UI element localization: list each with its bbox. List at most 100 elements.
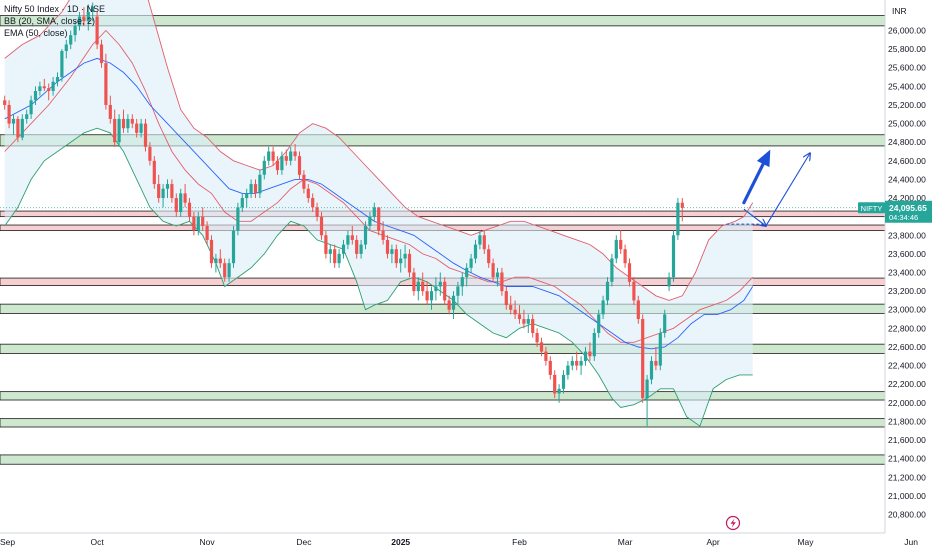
zone-green-5[interactable] — [0, 303, 885, 314]
candle[interactable] — [99, 39, 104, 68]
zone-green-9[interactable] — [0, 454, 885, 465]
candle[interactable] — [350, 225, 354, 245]
candle[interactable] — [500, 267, 504, 296]
candle[interactable] — [570, 356, 574, 371]
candle[interactable] — [271, 146, 275, 166]
candle[interactable] — [341, 239, 346, 259]
candle[interactable] — [284, 149, 288, 166]
candle[interactable] — [306, 184, 310, 203]
candle[interactable] — [240, 193, 244, 212]
candle[interactable] — [676, 198, 680, 240]
candle[interactable] — [403, 244, 407, 268]
candle[interactable] — [135, 118, 139, 138]
candle[interactable] — [636, 295, 640, 324]
candle[interactable] — [469, 253, 473, 273]
candle[interactable] — [478, 230, 482, 250]
candle[interactable] — [667, 272, 671, 292]
candle[interactable] — [38, 81, 42, 96]
bold-up-arrow-head[interactable] — [756, 149, 771, 168]
candle[interactable] — [64, 39, 68, 59]
candle[interactable] — [293, 144, 297, 161]
bb-basis-line[interactable] — [4, 29, 754, 343]
zone-green-0[interactable] — [0, 15, 885, 27]
candle[interactable] — [619, 230, 623, 254]
candle[interactable] — [346, 230, 350, 250]
candle[interactable] — [113, 109, 117, 147]
candle[interactable] — [55, 72, 60, 87]
ema-line[interactable] — [4, 57, 754, 350]
candle[interactable] — [86, 4, 90, 31]
drawings-layer[interactable] — [726, 149, 810, 226]
candle[interactable] — [588, 342, 592, 361]
candle[interactable] — [249, 179, 253, 199]
candle[interactable] — [311, 193, 315, 212]
candle[interactable] — [289, 146, 293, 166]
candle[interactable] — [438, 272, 442, 296]
candle[interactable] — [531, 314, 535, 338]
candle[interactable] — [465, 263, 469, 287]
replay-icon[interactable] — [725, 515, 741, 531]
candle[interactable] — [597, 309, 601, 338]
candle[interactable] — [649, 356, 654, 385]
candle[interactable] — [509, 295, 513, 315]
candle[interactable] — [671, 230, 676, 282]
candle[interactable] — [579, 356, 583, 375]
candle[interactable] — [632, 277, 636, 306]
candle[interactable] — [42, 78, 46, 91]
candle[interactable] — [214, 253, 218, 273]
candle[interactable] — [328, 244, 332, 264]
candle[interactable] — [566, 360, 570, 380]
candle[interactable] — [236, 202, 240, 236]
candle[interactable] — [3, 95, 7, 110]
candle[interactable] — [583, 346, 588, 366]
candle[interactable] — [152, 156, 156, 189]
candle[interactable] — [495, 267, 500, 287]
candle[interactable] — [473, 239, 478, 264]
candle[interactable] — [487, 244, 491, 268]
candle[interactable] — [187, 198, 192, 222]
zone-green-8[interactable] — [0, 418, 885, 428]
candle[interactable] — [645, 374, 649, 427]
candle[interactable] — [416, 277, 420, 301]
candle[interactable] — [117, 114, 121, 147]
candle[interactable] — [443, 277, 447, 306]
candle[interactable] — [29, 95, 33, 119]
candle[interactable] — [319, 212, 324, 240]
candle[interactable] — [513, 300, 517, 320]
candle[interactable] — [262, 156, 266, 180]
candle[interactable] — [280, 151, 284, 175]
candle[interactable] — [126, 114, 130, 133]
candle[interactable] — [601, 295, 605, 320]
candle[interactable] — [522, 309, 526, 329]
candle[interactable] — [654, 346, 658, 371]
candle[interactable] — [399, 249, 403, 273]
candle[interactable] — [610, 253, 614, 287]
candle[interactable] — [575, 351, 579, 371]
price-axis[interactable]: INR 20,800.00 21,000.00 21,200.00 21,400.00… — [884, 0, 932, 533]
candle[interactable] — [623, 244, 627, 268]
candle[interactable] — [218, 249, 222, 268]
candle[interactable] — [275, 156, 280, 175]
candle[interactable] — [161, 184, 165, 208]
candle[interactable] — [491, 258, 495, 282]
bold-up-arrow-shaft[interactable] — [742, 162, 765, 205]
candle[interactable] — [11, 114, 16, 135]
candle[interactable] — [209, 235, 214, 268]
candle[interactable] — [324, 230, 328, 259]
zone-red-2[interactable] — [0, 210, 885, 218]
candle[interactable] — [517, 305, 522, 324]
candle[interactable] — [223, 258, 227, 282]
candle[interactable] — [561, 370, 566, 394]
candle[interactable] — [548, 356, 552, 380]
candle[interactable] — [381, 221, 385, 245]
candle[interactable] — [201, 207, 205, 231]
candle[interactable] — [69, 30, 73, 50]
candle[interactable] — [245, 188, 249, 208]
candle[interactable] — [394, 244, 398, 268]
candle[interactable] — [148, 142, 152, 166]
candle[interactable] — [377, 207, 381, 236]
candle[interactable] — [47, 83, 51, 101]
candle[interactable] — [315, 202, 319, 222]
candle[interactable] — [539, 337, 544, 357]
